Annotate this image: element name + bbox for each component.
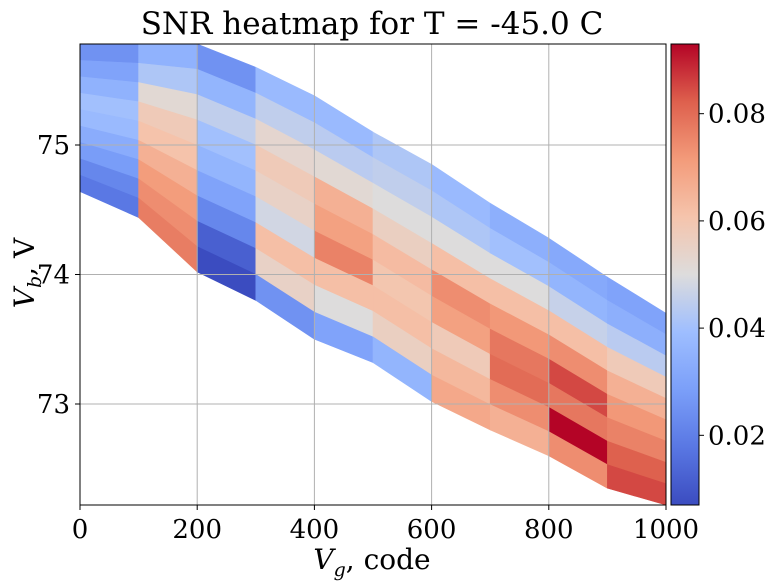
y-tick-label: 75: [37, 131, 70, 161]
x-axis-label-sub: g: [334, 559, 346, 581]
x-axis-label: Vg, code: [313, 543, 430, 581]
colorbar: [670, 43, 700, 506]
x-tick-label: 600: [407, 515, 457, 545]
y-axis-label-sub: b: [24, 276, 46, 288]
colorbar-tick-label: 0.02: [708, 421, 766, 451]
y-axis-label: Vb, V: [8, 237, 46, 308]
chart-title: SNR heatmap for T = -45.0 C: [141, 6, 604, 42]
colorbar-ticks: 0.02 0.04 0.06 0.08: [699, 100, 766, 451]
colorbar-tick-label: 0.08: [708, 100, 766, 130]
y-axis-label-var: V: [8, 285, 41, 308]
x-tick-label: 400: [290, 515, 340, 545]
x-tick-label: 800: [524, 515, 574, 545]
grid-lines: [80, 44, 666, 505]
x-tick-label: 1000: [633, 515, 699, 545]
y-axis-ticks: 73 74 75: [37, 131, 80, 420]
y-axis-label-suffix: , V: [8, 237, 41, 276]
x-axis-label-var: V: [313, 543, 336, 576]
colorbar-tick-label: 0.04: [708, 314, 766, 344]
colorbar-tick-label: 0.06: [708, 207, 766, 237]
y-tick-label: 73: [37, 390, 70, 420]
heatmap-cells: [79, 43, 667, 506]
x-axis-label-suffix: , code: [346, 543, 431, 576]
x-tick-label: 200: [172, 515, 222, 545]
heatmap-cell: [79, 43, 139, 64]
y-tick-label: 74: [37, 261, 70, 291]
x-tick-label: 0: [72, 515, 89, 545]
x-axis-ticks: 0 200 400 600 800 1000: [72, 505, 699, 545]
